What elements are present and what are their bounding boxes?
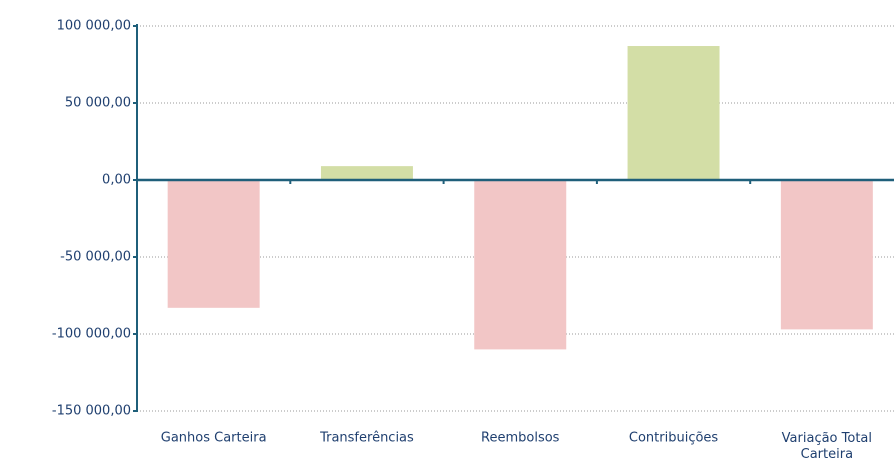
x-tick-label-line: Variação Total — [782, 431, 872, 446]
y-tick-label: 50 000,00 — [65, 96, 131, 111]
y-tick-label: -50 000,00 — [60, 250, 131, 265]
bar — [474, 180, 567, 350]
x-tick-label: Variação Total Carteira — [782, 431, 872, 462]
x-tick-label-line: Carteira — [801, 447, 853, 462]
bar — [780, 180, 873, 330]
bar — [320, 166, 413, 180]
y-tick-label: -100 000,00 — [52, 327, 131, 342]
y-tick-label: -150 000,00 — [52, 404, 131, 419]
bar — [167, 180, 260, 308]
y-tick-label: 0,00 — [102, 173, 131, 188]
x-tick-label: Contribuições — [629, 431, 719, 446]
x-tick-label: Transferências — [319, 431, 414, 446]
x-tick-label: Ganhos Carteira — [161, 431, 267, 446]
x-tick-label: Reembolsos — [481, 431, 560, 446]
bar — [627, 46, 720, 180]
y-tick-label: 100 000,00 — [57, 19, 131, 34]
